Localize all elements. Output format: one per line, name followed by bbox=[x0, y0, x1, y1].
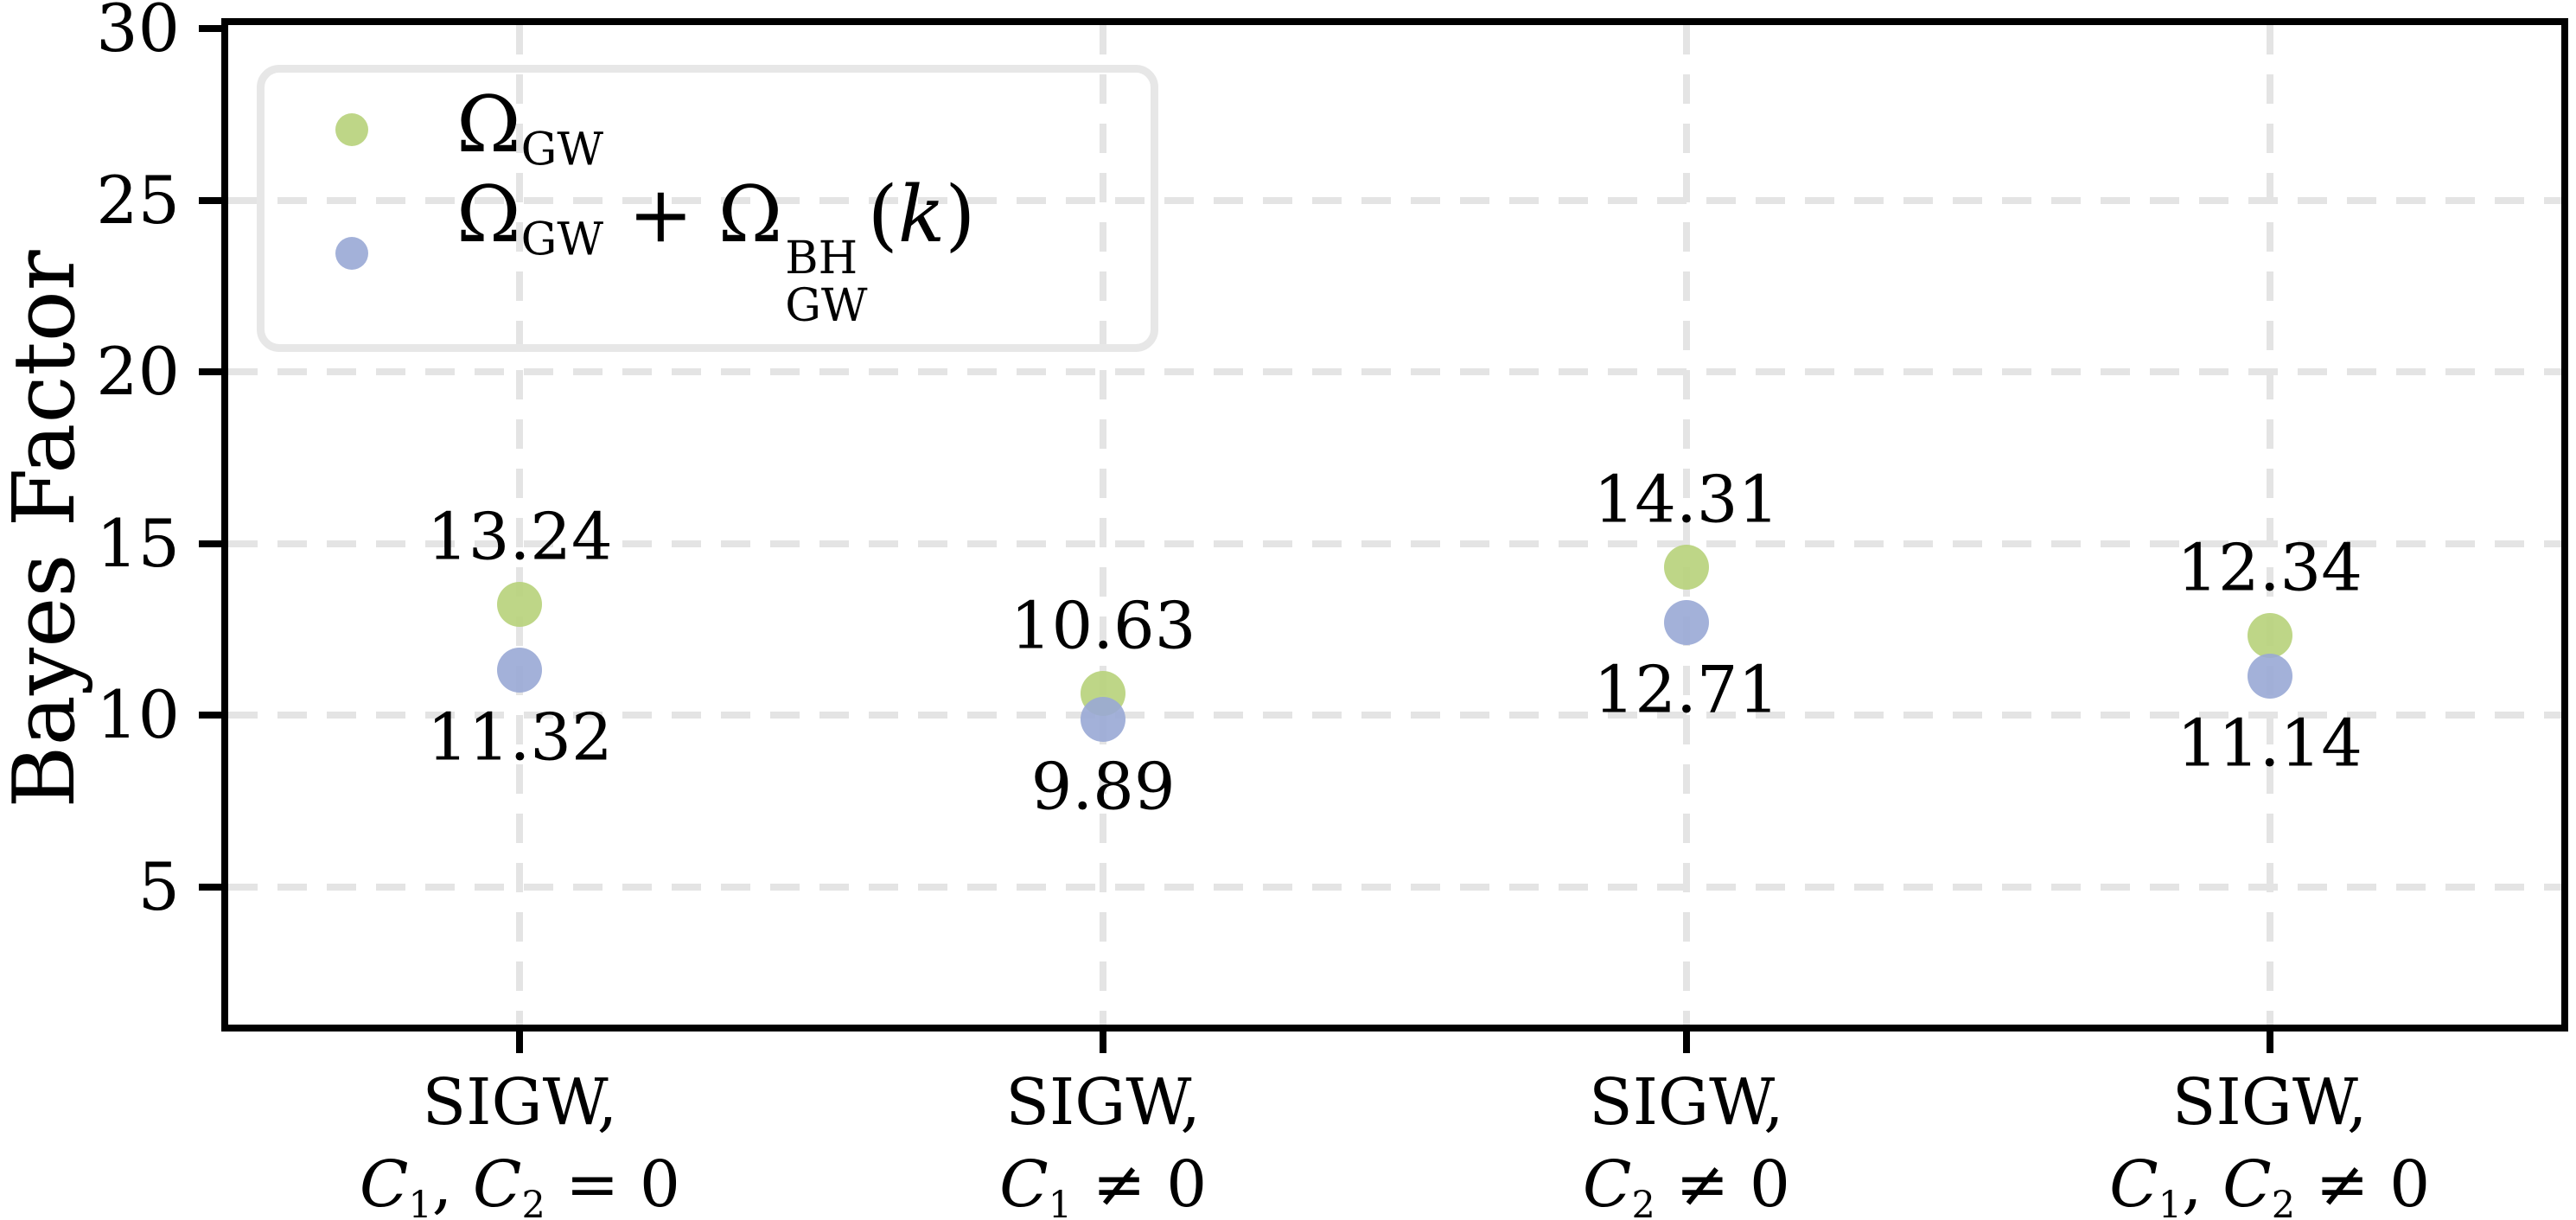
legend-marker-dot bbox=[335, 236, 368, 270]
data-point bbox=[1081, 696, 1126, 742]
y-tick-label: 20 bbox=[96, 333, 180, 411]
x-label-line2: C1, C2 ≠ 0 bbox=[2109, 1144, 2430, 1220]
y-tick-label: 10 bbox=[96, 676, 180, 754]
horizontal-gridline bbox=[228, 884, 2561, 891]
math-text: C bbox=[2109, 1147, 2158, 1220]
vertical-gridline bbox=[1100, 25, 1107, 1025]
y-tick-label: 30 bbox=[96, 0, 180, 67]
x-category-label: SIGW, C1, C2 ≠ 0 bbox=[2109, 1062, 2430, 1220]
x-label-line2: C1 ≠ 0 bbox=[999, 1144, 1207, 1220]
math-text: ≠ 0 bbox=[2295, 1147, 2431, 1220]
vertical-gridline bbox=[1682, 25, 1690, 1025]
data-point-value-label: 14.31 bbox=[1593, 461, 1780, 538]
math-subscript: 2 bbox=[2271, 1183, 2296, 1220]
y-tick-mark bbox=[199, 196, 221, 204]
x-category-label: SIGW, C1, C2 = 0 bbox=[360, 1062, 680, 1220]
y-tick-label: 25 bbox=[96, 161, 180, 239]
x-label-line1: SIGW, bbox=[2171, 1065, 2368, 1140]
math-text: , bbox=[431, 1147, 473, 1220]
math-text: + bbox=[603, 169, 718, 260]
horizontal-gridline bbox=[228, 540, 2561, 547]
math-text: Ω bbox=[456, 169, 521, 260]
data-point-layer: 13.24 10.63 14.31 12.34 11.32 9.89 12.71 11.14 bbox=[228, 25, 2561, 1025]
math-text: C bbox=[2222, 1147, 2272, 1220]
data-point-value-label: 12.34 bbox=[2177, 529, 2362, 606]
x-tick-mark bbox=[1100, 1032, 1107, 1053]
math-text: C bbox=[359, 1147, 409, 1220]
legend-marker-dot bbox=[335, 112, 368, 146]
math-text: = 0 bbox=[545, 1147, 680, 1220]
data-point-value-label: 13.24 bbox=[427, 498, 613, 575]
y-tick-mark bbox=[199, 24, 221, 32]
data-point-value-label: 11.32 bbox=[427, 699, 613, 776]
math-text: k bbox=[897, 169, 946, 260]
math-subscript: 2 bbox=[1631, 1183, 1655, 1220]
math-subscript: 1 bbox=[408, 1183, 432, 1220]
math-subscript: GW bbox=[520, 124, 603, 176]
math-text: ( bbox=[867, 169, 898, 260]
y-tick-mark bbox=[199, 884, 221, 891]
y-tick-label: 5 bbox=[137, 848, 180, 926]
data-point-value-label: 11.14 bbox=[2177, 705, 2362, 782]
x-category-label: SIGW, C2 ≠ 0 bbox=[1583, 1062, 1790, 1220]
math-text: Ω bbox=[717, 169, 783, 260]
math-text: ≠ 0 bbox=[1072, 1147, 1208, 1220]
math-text: C bbox=[472, 1147, 522, 1220]
horizontal-gridline bbox=[228, 196, 2561, 204]
x-label-line2: C1, C2 = 0 bbox=[360, 1144, 680, 1220]
x-tick-mark bbox=[1682, 1032, 1690, 1053]
math-text: C bbox=[1582, 1147, 1632, 1220]
x-category-label: SIGW, C1 ≠ 0 bbox=[999, 1062, 1207, 1220]
math-subscript: 2 bbox=[521, 1183, 545, 1220]
y-tick-mark bbox=[199, 712, 221, 719]
x-tick-mark bbox=[516, 1032, 524, 1053]
y-tick-mark bbox=[199, 540, 221, 547]
vertical-gridline bbox=[516, 25, 524, 1025]
math-text: Ω bbox=[456, 79, 521, 170]
data-point bbox=[497, 581, 543, 627]
data-point bbox=[1663, 545, 1709, 591]
y-tick-label: 15 bbox=[96, 504, 180, 582]
x-label-line1: SIGW, bbox=[1589, 1065, 1784, 1140]
math-subscript: GW bbox=[520, 214, 603, 266]
vertical-gridline bbox=[2266, 25, 2273, 1025]
legend-label: ΩGW bbox=[456, 86, 603, 173]
plot-area: 13.24 10.63 14.31 12.34 11.32 9.89 12.71 11.14 bbox=[221, 18, 2568, 1032]
math-supsub: BH GW bbox=[785, 233, 868, 333]
data-point bbox=[497, 648, 543, 693]
data-point-value-label: 9.89 bbox=[1030, 748, 1176, 825]
math-text: C bbox=[999, 1147, 1049, 1220]
y-tick-mark bbox=[199, 368, 221, 376]
horizontal-gridline bbox=[228, 368, 2561, 376]
math-subscript: 1 bbox=[2158, 1183, 2183, 1220]
math-subscript: 1 bbox=[1048, 1183, 1073, 1220]
legend: ΩGW ΩGW + Ω BH GW (k) bbox=[257, 65, 1158, 352]
data-point bbox=[2247, 612, 2292, 658]
legend-item: ΩGW + Ω BH GW (k) bbox=[335, 176, 1133, 330]
x-tick-mark bbox=[2266, 1032, 2273, 1053]
data-point-value-label: 10.63 bbox=[1010, 587, 1196, 664]
grid-layer bbox=[228, 25, 2561, 1025]
x-label-line1: SIGW, bbox=[1005, 1065, 1201, 1140]
math-text: ) bbox=[945, 169, 976, 260]
data-point bbox=[1663, 599, 1709, 645]
math-text: , bbox=[2182, 1147, 2223, 1220]
x-label-line1: SIGW, bbox=[422, 1065, 618, 1140]
horizontal-gridline bbox=[228, 712, 2561, 719]
legend-item: ΩGW bbox=[335, 86, 1133, 173]
data-point bbox=[2247, 654, 2292, 699]
legend-label: ΩGW + Ω BH GW (k) bbox=[456, 176, 975, 330]
x-label-line2: C2 ≠ 0 bbox=[1583, 1144, 1790, 1220]
math-text: ≠ 0 bbox=[1655, 1147, 1790, 1220]
data-point-value-label: 12.71 bbox=[1593, 651, 1780, 728]
